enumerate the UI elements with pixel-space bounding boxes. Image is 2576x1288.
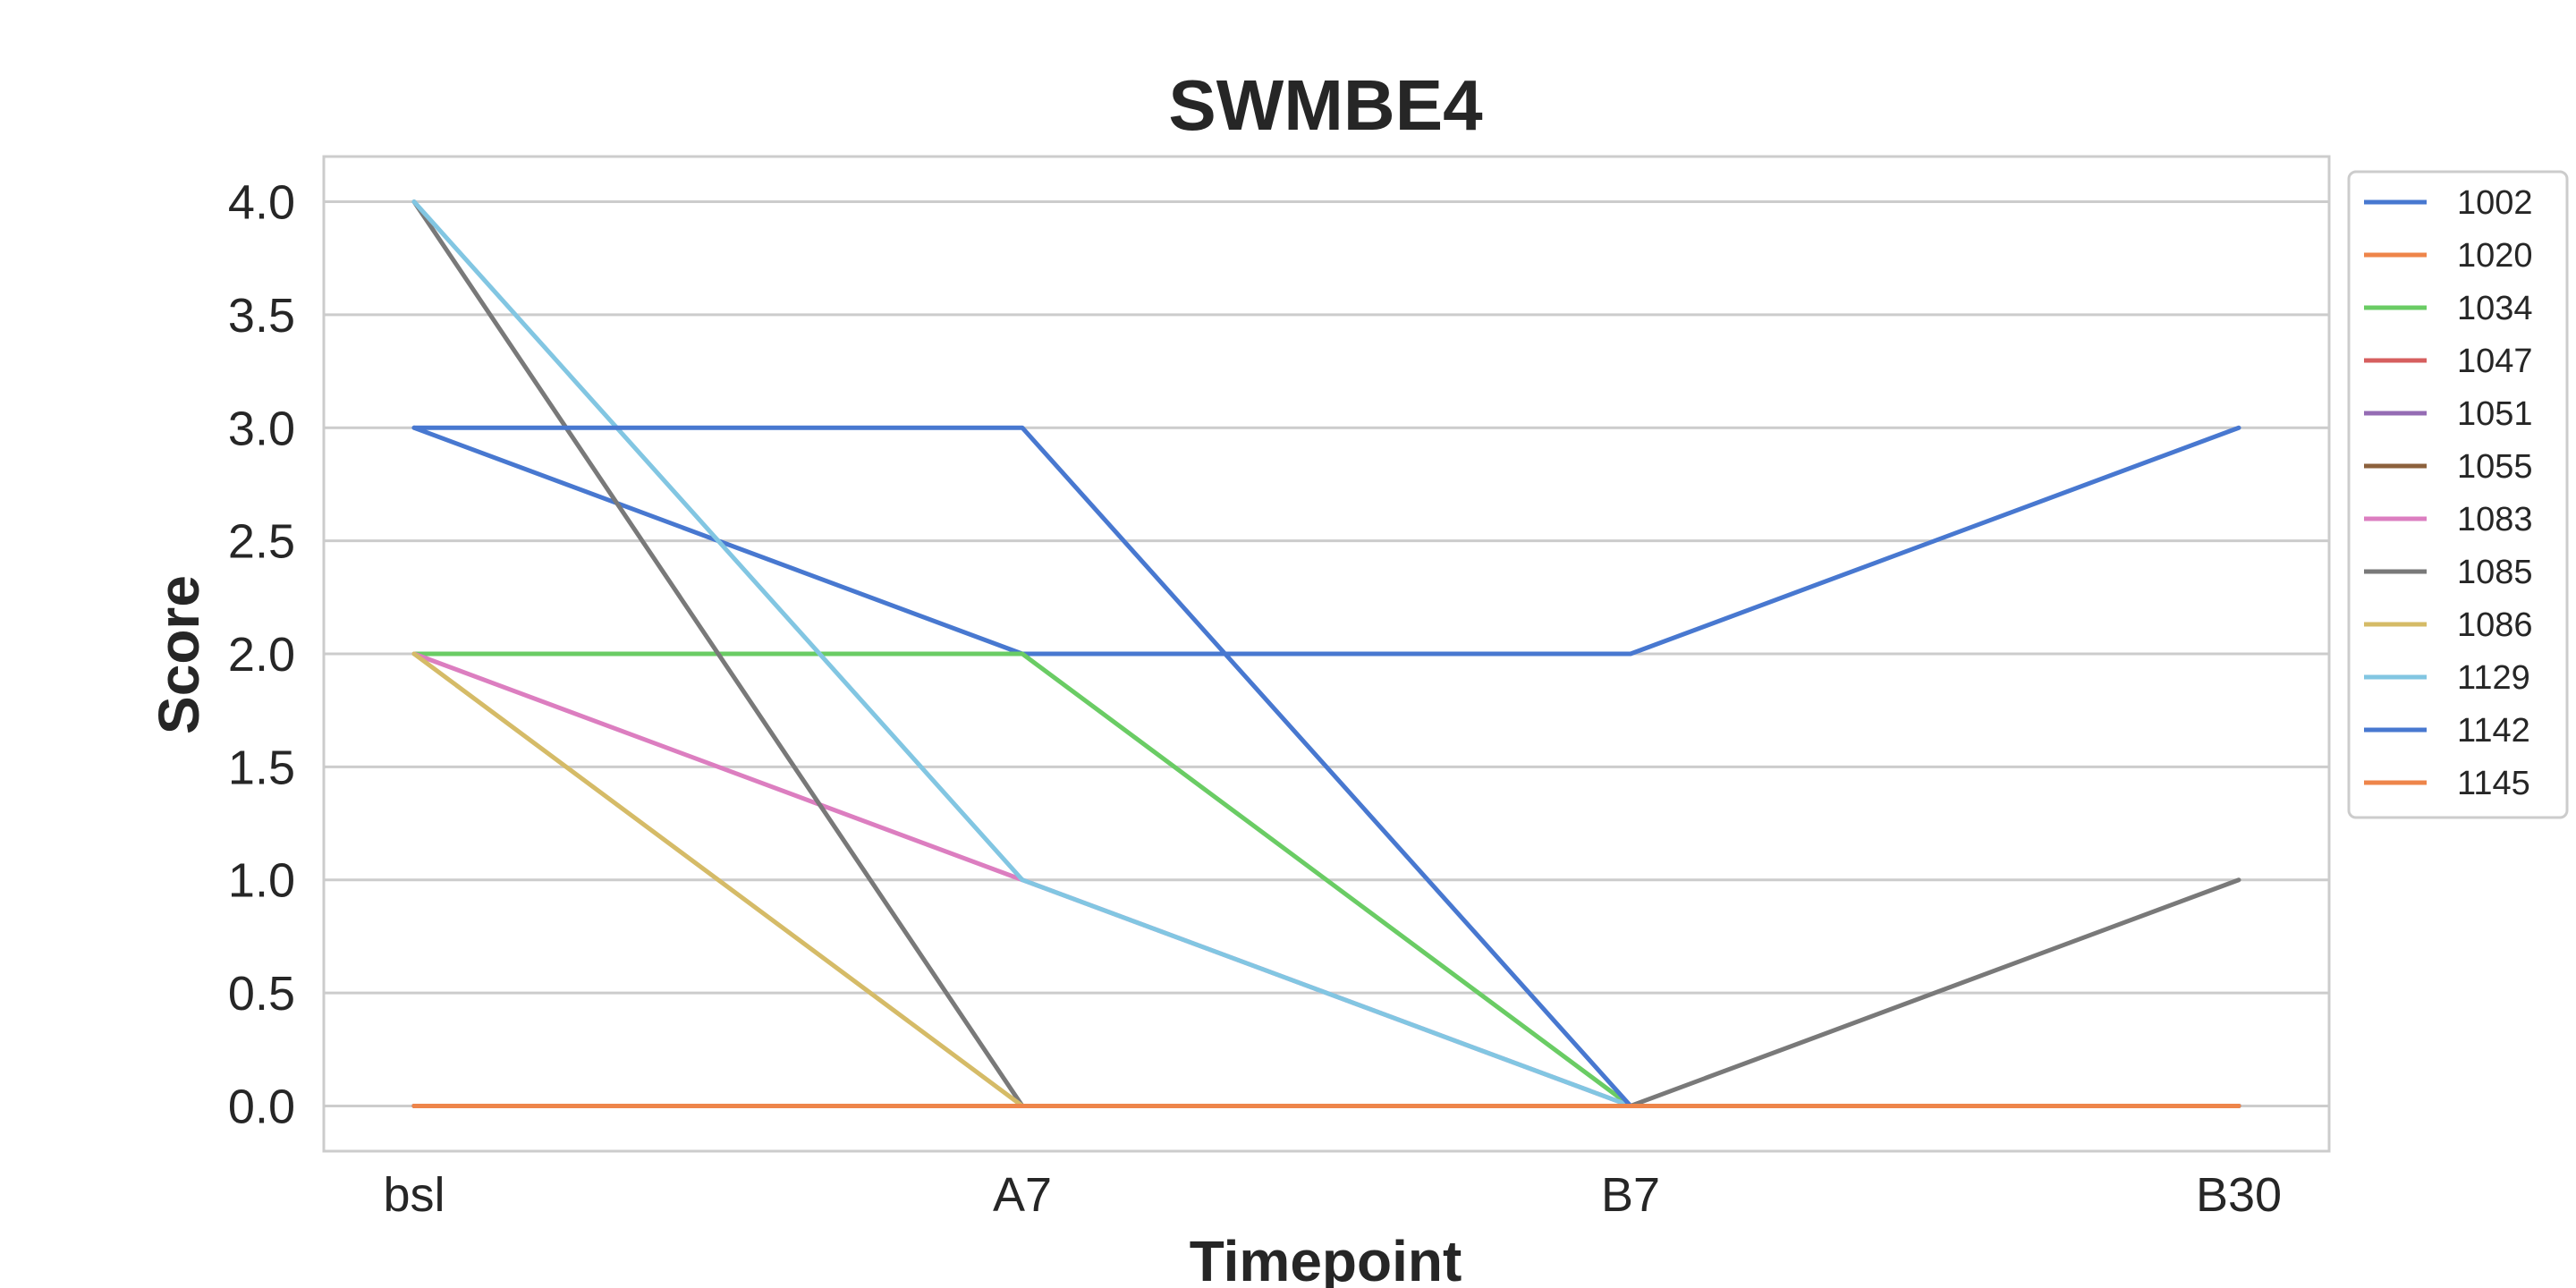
legend-entry-1129: 1129: [2457, 659, 2530, 697]
y-tick-label: 4.0: [228, 176, 295, 230]
x-tick-label: bsl: [383, 1168, 445, 1222]
legend-entry-1020: 1020: [2457, 237, 2533, 275]
y-tick-label: 3.5: [228, 289, 295, 343]
y-tick-label: 2.5: [228, 515, 295, 569]
x-tick-labels: bsl A7 B7 B30: [383, 1168, 2282, 1222]
legend-entry-1051: 1051: [2457, 395, 2533, 433]
y-axis-label: Score: [147, 575, 211, 734]
y-tick-label: 1.0: [228, 854, 295, 908]
y-tick-label: 0.5: [228, 967, 295, 1021]
legend: 1002 1020 1034 1047 1051 1055 1083 1085 1086 1129…: [2347, 170, 2569, 819]
y-tick-label: 1.5: [228, 741, 295, 794]
legend-entry-1055: 1055: [2457, 448, 2533, 486]
chart-title: SWMBE4: [1168, 65, 1483, 145]
x-tick-label: A7: [993, 1168, 1052, 1222]
legend-entry-1145: 1145: [2457, 765, 2530, 802]
legend-entry-1085: 1085: [2457, 554, 2533, 591]
legend-box: [2347, 170, 2569, 819]
x-tick-label: B30: [2196, 1168, 2282, 1222]
legend-entry-1086: 1086: [2457, 606, 2533, 644]
legend-entry-1002: 1002: [2457, 184, 2533, 222]
legend-entry-1142: 1142: [2457, 712, 2530, 750]
y-tick-label: 2.0: [228, 628, 295, 682]
legend-entry-1083: 1083: [2457, 501, 2533, 538]
y-tick-label: 0.0: [228, 1080, 295, 1133]
y-tick-labels: 0.0 0.5 1.0 1.5 2.0 2.5 3.0 3.5 4.0: [228, 176, 295, 1134]
y-tick-label: 3.0: [228, 402, 295, 455]
x-axis-label: Timepoint: [1190, 1229, 1462, 1288]
legend-entry-1047: 1047: [2457, 343, 2533, 380]
plot-frame: [322, 155, 2331, 1153]
series-lines: [411, 199, 2241, 1108]
x-tick-label: B7: [1601, 1168, 1660, 1222]
legend-entry-1034: 1034: [2457, 290, 2533, 327]
